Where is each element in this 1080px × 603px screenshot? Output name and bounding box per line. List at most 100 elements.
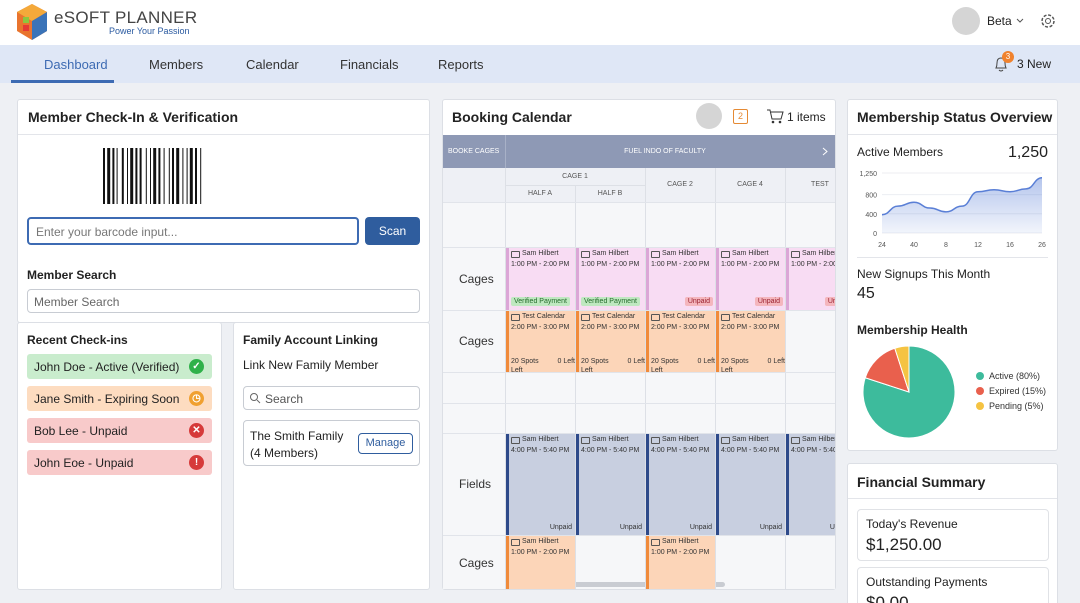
event-icon (651, 314, 660, 321)
notifications[interactable]: 3 New (1017, 57, 1052, 71)
nav-item[interactable]: Members (149, 57, 204, 72)
y-tick-label: 1,250 (859, 171, 877, 178)
group-label: CAGE 1 (562, 173, 588, 180)
barcode-bar (182, 148, 184, 204)
legend-dot (976, 402, 984, 410)
booking-event[interactable]: Sam Hilbert 4:00 PM - 5:40 PM Unpaid (716, 434, 785, 535)
event-name: Test Calendar (732, 313, 776, 320)
manage-button[interactable]: Manage (358, 433, 413, 454)
booking-event[interactable]: Sam Hilbert 1:00 PM - 2:00 PM Unpaid (786, 248, 835, 310)
checkin-card (17, 99, 430, 323)
bell-icon[interactable] (993, 55, 1009, 73)
header-left: BOOKE CAGES (448, 148, 500, 155)
next-arrow[interactable] (821, 147, 829, 156)
event-time: 1:00 PM - 2:00 PM (791, 261, 835, 268)
barcode-bar (103, 148, 105, 204)
signups-value: 45 (857, 285, 875, 302)
event-spots: 20 Spots Left (721, 358, 749, 372)
barcode-bar (139, 148, 142, 204)
booking-event[interactable]: Sam Hilbert 1:00 PM - 2:00 PM Unpaid (716, 248, 785, 310)
legend-label: Active (80%) (989, 371, 1040, 381)
event-spots: 20 Spots Left (651, 358, 679, 372)
scan-button[interactable]: Scan (365, 217, 420, 245)
row-line (443, 433, 835, 434)
barcode-bar (112, 148, 115, 204)
column-divider (785, 168, 786, 589)
x-tick-label: 8 (944, 242, 948, 249)
cart[interactable]: 1 items (787, 110, 826, 124)
revenue-value: $1,250.00 (866, 535, 942, 554)
barcode-input[interactable]: Enter your barcode input... (27, 217, 359, 245)
placeholder: Search (265, 392, 304, 406)
event-icon (651, 437, 660, 444)
booking-event[interactable]: Sam Hilbert 4:00 PM - 5:40 PM Unpaid (506, 434, 575, 535)
header-main: FUEL INDO OF FACULTY (624, 148, 706, 155)
booking-event[interactable]: Test Calendar 2:00 PM - 3:00 PM 20 Spots L… (506, 311, 575, 372)
column-label: HALF A (527, 190, 553, 197)
barcode-bar (195, 148, 197, 204)
active-underline (11, 80, 114, 83)
header (0, 0, 1080, 45)
event-name: Test Calendar (592, 313, 636, 320)
booking-event[interactable]: Sam Hilbert 1:00 PM - 2:00 PM (506, 536, 575, 589)
event-time: 2:00 PM - 3:00 PM (511, 324, 570, 331)
booking-event[interactable]: Test Calendar 2:00 PM - 3:00 PM 20 Spots L… (646, 311, 715, 372)
nav-item[interactable]: Financials (340, 57, 399, 72)
barcode-bar (153, 148, 157, 204)
nav-item[interactable]: Reports (438, 57, 484, 72)
avatar[interactable] (952, 7, 980, 35)
column-label: CAGE 2 (667, 181, 693, 188)
x-tick-label: 26 (1038, 242, 1046, 249)
event-tag: Verified Payment (581, 297, 640, 306)
event-time: 1:00 PM - 2:00 PM (651, 549, 710, 556)
status-icon: ◷ (189, 391, 204, 406)
nav-item[interactable]: Calendar (246, 57, 299, 72)
checkin-item: Bob Lee - Unpaid ✕ (27, 418, 212, 443)
event-icon (721, 437, 730, 444)
stack-badge[interactable]: 2 (733, 109, 748, 124)
booking-event[interactable]: Sam Hilbert 4:00 PM - 5:40 PM Unpaid (786, 434, 835, 535)
nav-item[interactable]: Dashboard (44, 57, 108, 72)
event-tag: Unpaid (759, 524, 782, 531)
family-item: The Smith Family (4 Members) Manage (243, 420, 420, 466)
row-line (443, 247, 835, 248)
column-divider (575, 185, 576, 589)
booking-event[interactable]: Sam Hilbert 1:00 PM - 2:00 PM Unpaid (646, 248, 715, 310)
settings-icon[interactable] (1039, 12, 1057, 30)
placeholder: Member Search (34, 295, 120, 309)
booking-event[interactable]: Sam Hilbert 4:00 PM - 5:40 PM Unpaid (576, 434, 645, 535)
signups-label: New Signups This Month (857, 267, 991, 281)
row-line (443, 403, 835, 404)
column-divider (505, 168, 506, 589)
checkin-item: Jane Smith - Expiring Soon ◷ (27, 386, 212, 411)
booking-event[interactable]: Test Calendar 2:00 PM - 3:00 PM 20 Spots L… (716, 311, 785, 372)
event-time: 4:00 PM - 5:40 PM (791, 447, 835, 454)
event-spots: 20 Spots Left (581, 358, 609, 372)
checkin-label: John Eoe - Unpaid (34, 456, 134, 470)
booking-event[interactable]: Sam Hilbert 1:00 PM - 2:00 PM (646, 536, 715, 589)
active-label: Active Members (857, 145, 944, 159)
divider (848, 498, 1057, 499)
cart-icon[interactable] (766, 108, 784, 124)
booking-event[interactable]: Test Calendar 2:00 PM - 3:00 PM 20 Spots L… (576, 311, 645, 372)
legend-dot (976, 387, 984, 395)
event-name: Sam Hilbert (802, 250, 835, 257)
barcode-bar (158, 148, 161, 204)
event-icon (721, 251, 730, 258)
booking-event[interactable]: Sam Hilbert 4:00 PM - 5:40 PM Unpaid (646, 434, 715, 535)
outstanding-value: $0.00 (866, 593, 909, 603)
barcode-bar (116, 148, 118, 204)
user-name[interactable]: Beta (987, 14, 1012, 28)
divider (18, 134, 429, 135)
scrollbar[interactable] (507, 582, 725, 587)
health-chart: Active (80%) Expired (15%) Pending (5%) (862, 345, 1046, 439)
family-search[interactable]: Search (243, 386, 420, 410)
booking-event[interactable]: Sam Hilbert 1:00 PM - 2:00 PM Verified Pay… (576, 248, 645, 310)
revenue-label: Today's Revenue (866, 517, 958, 531)
event-time: 4:00 PM - 5:40 PM (651, 447, 710, 454)
booking-event[interactable]: Sam Hilbert 1:00 PM - 2:00 PM Verified Pay… (506, 248, 575, 310)
member-search[interactable]: Member Search (27, 289, 420, 313)
health-title: Membership Health (857, 323, 968, 337)
legend-dot (976, 372, 984, 380)
